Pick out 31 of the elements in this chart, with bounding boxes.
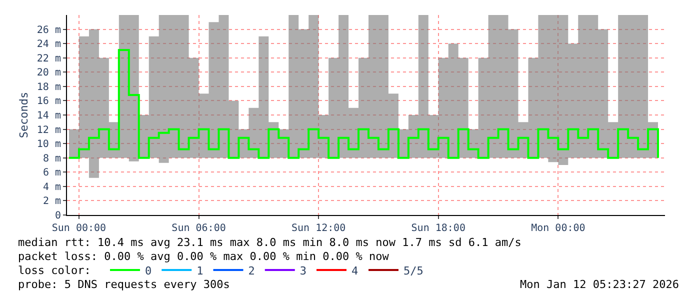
y-tick-label: 8 m — [42, 153, 61, 164]
legend-label: 3 — [300, 264, 306, 278]
y-tick-label: 24 m — [36, 39, 61, 50]
text: Mon Jan 12 05:23:27 2026 — [520, 278, 679, 291]
legend-label: 5/5 — [404, 264, 424, 278]
y-tick-label: 16 m — [36, 96, 61, 108]
y-tick-label: 10 m — [36, 139, 61, 150]
legend-label: 1 — [196, 264, 204, 278]
text: loss color: — [18, 264, 91, 277]
legend-label: 0 — [145, 264, 152, 278]
y-axis-title: Seconds — [18, 92, 31, 138]
y-tick-label: 0 — [54, 210, 61, 222]
legend-label: 4 — [352, 264, 358, 278]
y-tick-label: 26 m — [36, 24, 61, 36]
text: probe: 5 DNS requests every 300s — [18, 278, 230, 291]
y-tick-label: 20 m — [36, 68, 61, 79]
legend-label: 2 — [248, 264, 255, 278]
y-tick-label: 22 m — [36, 53, 61, 64]
x-tick-label: Sun 12:00 — [291, 223, 346, 234]
text: median rtt: 10.4 ms avg 23.1 ms max 8.0 ms min 8.0 ms now 1.7 ms sd 6.1 am/s — [18, 236, 522, 249]
y-tick-label: 14 m — [36, 110, 61, 122]
x-tick-label: Sun 18:00 — [411, 223, 466, 234]
y-tick-label: 2 m — [42, 196, 61, 208]
y-tick-label: 18 m — [36, 82, 61, 93]
y-tick-label: 6 m — [42, 168, 61, 179]
y-tick-label: 4 m — [42, 182, 61, 193]
text: packet loss: 0.00 % avg 0.00 % max 0.00 % min 0.00 % now — [18, 250, 390, 263]
x-tick-label: Mon 00:00 — [531, 223, 586, 234]
y-tick-label: 12 m — [36, 124, 61, 136]
x-tick-label: Sun 00:00 — [52, 223, 106, 234]
x-tick-label: Sun 06:00 — [172, 223, 226, 234]
